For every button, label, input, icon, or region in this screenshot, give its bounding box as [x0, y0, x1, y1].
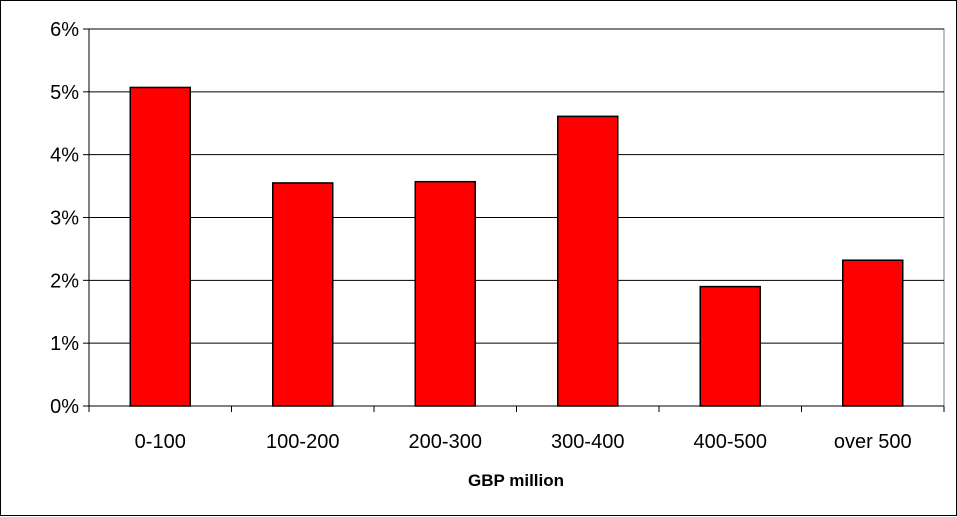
bar [842, 259, 904, 407]
bar [557, 115, 619, 407]
bar [129, 86, 191, 407]
y-tick-label: 4% [50, 145, 79, 167]
y-tick-label: 6% [50, 19, 79, 41]
axes [83, 28, 945, 412]
bar [699, 285, 761, 407]
bar [414, 180, 476, 407]
y-tick-label: 2% [50, 270, 79, 292]
x-tick-labels: 0-100 100-200 200-300 300-400 400-500 over 50… [135, 431, 912, 453]
x-tick-label: 200-300 [409, 431, 482, 453]
x-axis-title: GBP million [468, 471, 564, 490]
y-tick-label: 5% [50, 82, 79, 104]
x-tick-label: over 500 [834, 431, 912, 453]
y-tick-label: 0% [50, 396, 79, 418]
y-tick-label: 1% [50, 333, 79, 355]
bar [272, 182, 334, 407]
x-tick-label: 300-400 [551, 431, 624, 453]
x-tick-label: 400-500 [694, 431, 767, 453]
gridlines [89, 28, 944, 344]
bars [129, 86, 904, 407]
y-tick-label: 3% [50, 208, 79, 230]
x-tick-label: 100-200 [266, 431, 339, 453]
x-tick-label: 0-100 [135, 431, 186, 453]
y-tick-labels: 0% 1% 2% 3% 4% 5% 6% [50, 19, 79, 418]
